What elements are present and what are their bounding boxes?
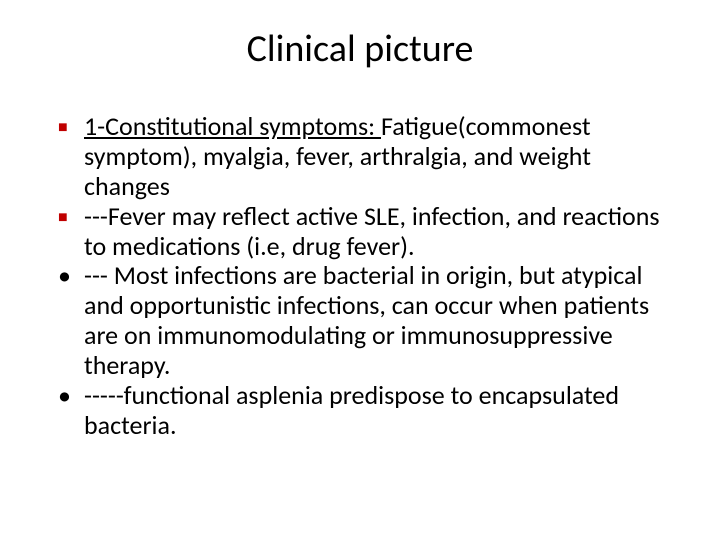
- slide-content: ■ 1-Constitutional symptoms: Fatigue(com…: [40, 112, 680, 441]
- bullet-text: ---Fever may reflect active SLE, infecti…: [84, 202, 680, 262]
- bullet-text: --- Most infections are bacterial in ori…: [84, 261, 680, 381]
- underlined-heading: 1-Constitutional symptoms:: [84, 110, 381, 142]
- bullet-body: ---Fever may reflect active SLE, infecti…: [84, 200, 660, 262]
- bullet-text: 1-Constitutional symptoms: Fatigue(commo…: [84, 112, 680, 202]
- round-bullet-icon: •: [58, 381, 84, 411]
- slide-title: Clinical picture: [40, 26, 680, 72]
- square-bullet-icon: ■: [58, 112, 84, 137]
- bullet-text: -----functional asplenia predispose to e…: [84, 381, 680, 441]
- round-bullet-icon: •: [58, 261, 84, 291]
- list-item: • -----functional asplenia predispose to…: [58, 381, 680, 441]
- list-item: ■ ---Fever may reflect active SLE, infec…: [58, 202, 680, 262]
- bullet-body: -----functional asplenia predispose to e…: [84, 379, 619, 441]
- list-item: • --- Most infections are bacterial in o…: [58, 261, 680, 381]
- bullet-body: --- Most infections are bacterial in ori…: [84, 259, 649, 381]
- list-item: ■ 1-Constitutional symptoms: Fatigue(com…: [58, 112, 680, 202]
- slide-container: Clinical picture ■ 1-Constitutional symp…: [0, 0, 720, 540]
- square-bullet-icon: ■: [58, 202, 84, 227]
